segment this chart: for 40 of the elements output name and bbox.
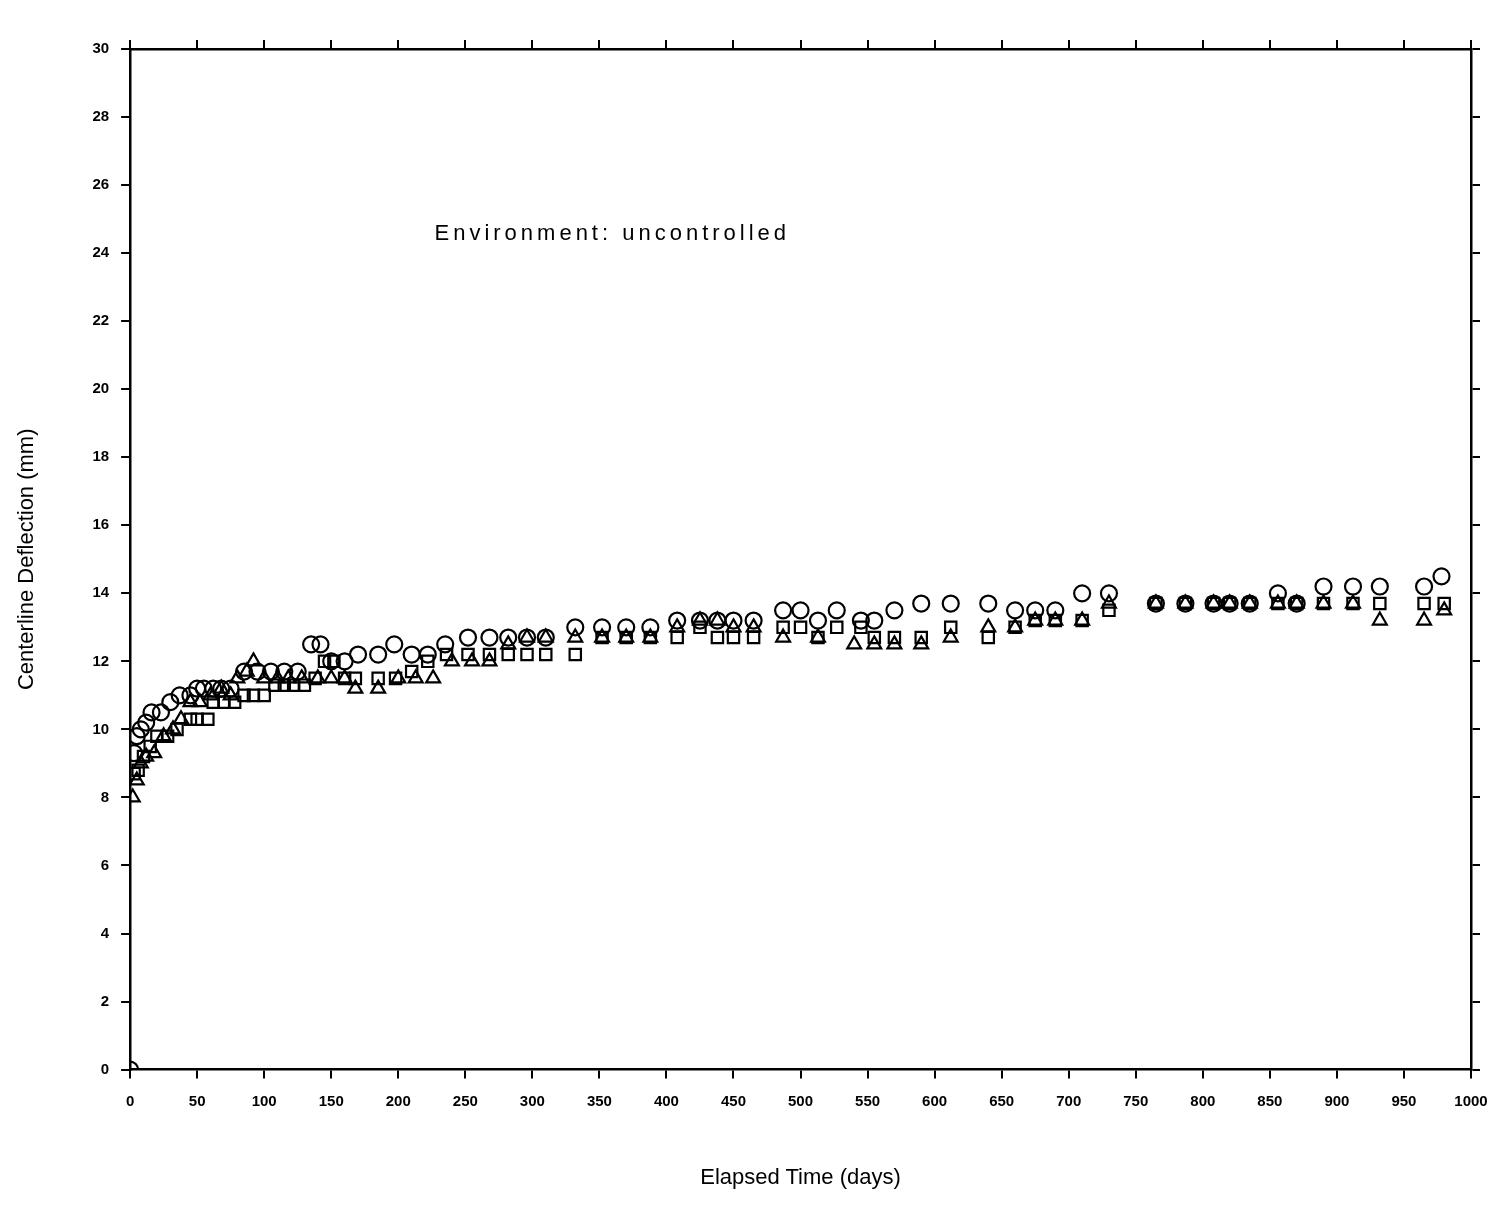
x-tick-label: 750 bbox=[1123, 1091, 1149, 1109]
y-tick-label: 28 bbox=[92, 107, 110, 125]
x-tick-label: 100 bbox=[251, 1091, 277, 1109]
x-tick-label: 300 bbox=[519, 1091, 545, 1109]
y-tick-label: 22 bbox=[92, 311, 110, 329]
x-tick-label: 150 bbox=[318, 1091, 344, 1109]
x-tick-label: 900 bbox=[1324, 1091, 1350, 1109]
x-tick-label: 500 bbox=[788, 1091, 814, 1109]
x-tick-label: 200 bbox=[385, 1091, 411, 1109]
y-tick-label: 14 bbox=[92, 583, 110, 601]
x-tick-label: 450 bbox=[720, 1091, 747, 1109]
y-tick-label: 6 bbox=[100, 855, 110, 873]
y-tick-label: 0 bbox=[100, 1059, 110, 1077]
x-tick-label: 50 bbox=[188, 1091, 206, 1109]
x-tick-label: 350 bbox=[586, 1091, 612, 1109]
x-tick-label: 600 bbox=[922, 1091, 948, 1109]
y-tick-label: 8 bbox=[100, 787, 110, 805]
y-tick-label: 18 bbox=[92, 447, 110, 465]
y-tick-label: 26 bbox=[92, 175, 110, 193]
y-axis-title: Centerline Deflection (mm) bbox=[13, 428, 39, 691]
x-tick-label: 800 bbox=[1190, 1091, 1216, 1109]
x-tick-label: 950 bbox=[1391, 1091, 1417, 1109]
annotation: Environment: uncontrolled bbox=[434, 219, 791, 245]
y-tick-label: 24 bbox=[92, 243, 110, 261]
x-tick-label: 400 bbox=[653, 1091, 679, 1109]
x-tick-label: 650 bbox=[989, 1091, 1015, 1109]
x-tick-label: 0 bbox=[125, 1091, 135, 1109]
x-tick-label: 1000 bbox=[1454, 1091, 1488, 1109]
y-tick-label: 16 bbox=[92, 515, 110, 533]
y-tick-label: 4 bbox=[100, 923, 110, 941]
y-tick-label: 10 bbox=[92, 719, 110, 737]
x-tick-label: 700 bbox=[1056, 1091, 1082, 1109]
y-tick-label: 30 bbox=[92, 39, 110, 57]
x-tick-label: 850 bbox=[1257, 1091, 1283, 1109]
y-tick-label: 12 bbox=[92, 651, 110, 669]
y-tick-label: 2 bbox=[100, 991, 110, 1009]
x-tick-label: 550 bbox=[855, 1091, 881, 1109]
y-tick-label: 20 bbox=[92, 379, 110, 397]
x-tick-label: 250 bbox=[452, 1091, 478, 1109]
x-axis-title: Elapsed Time (days) bbox=[700, 1163, 901, 1189]
